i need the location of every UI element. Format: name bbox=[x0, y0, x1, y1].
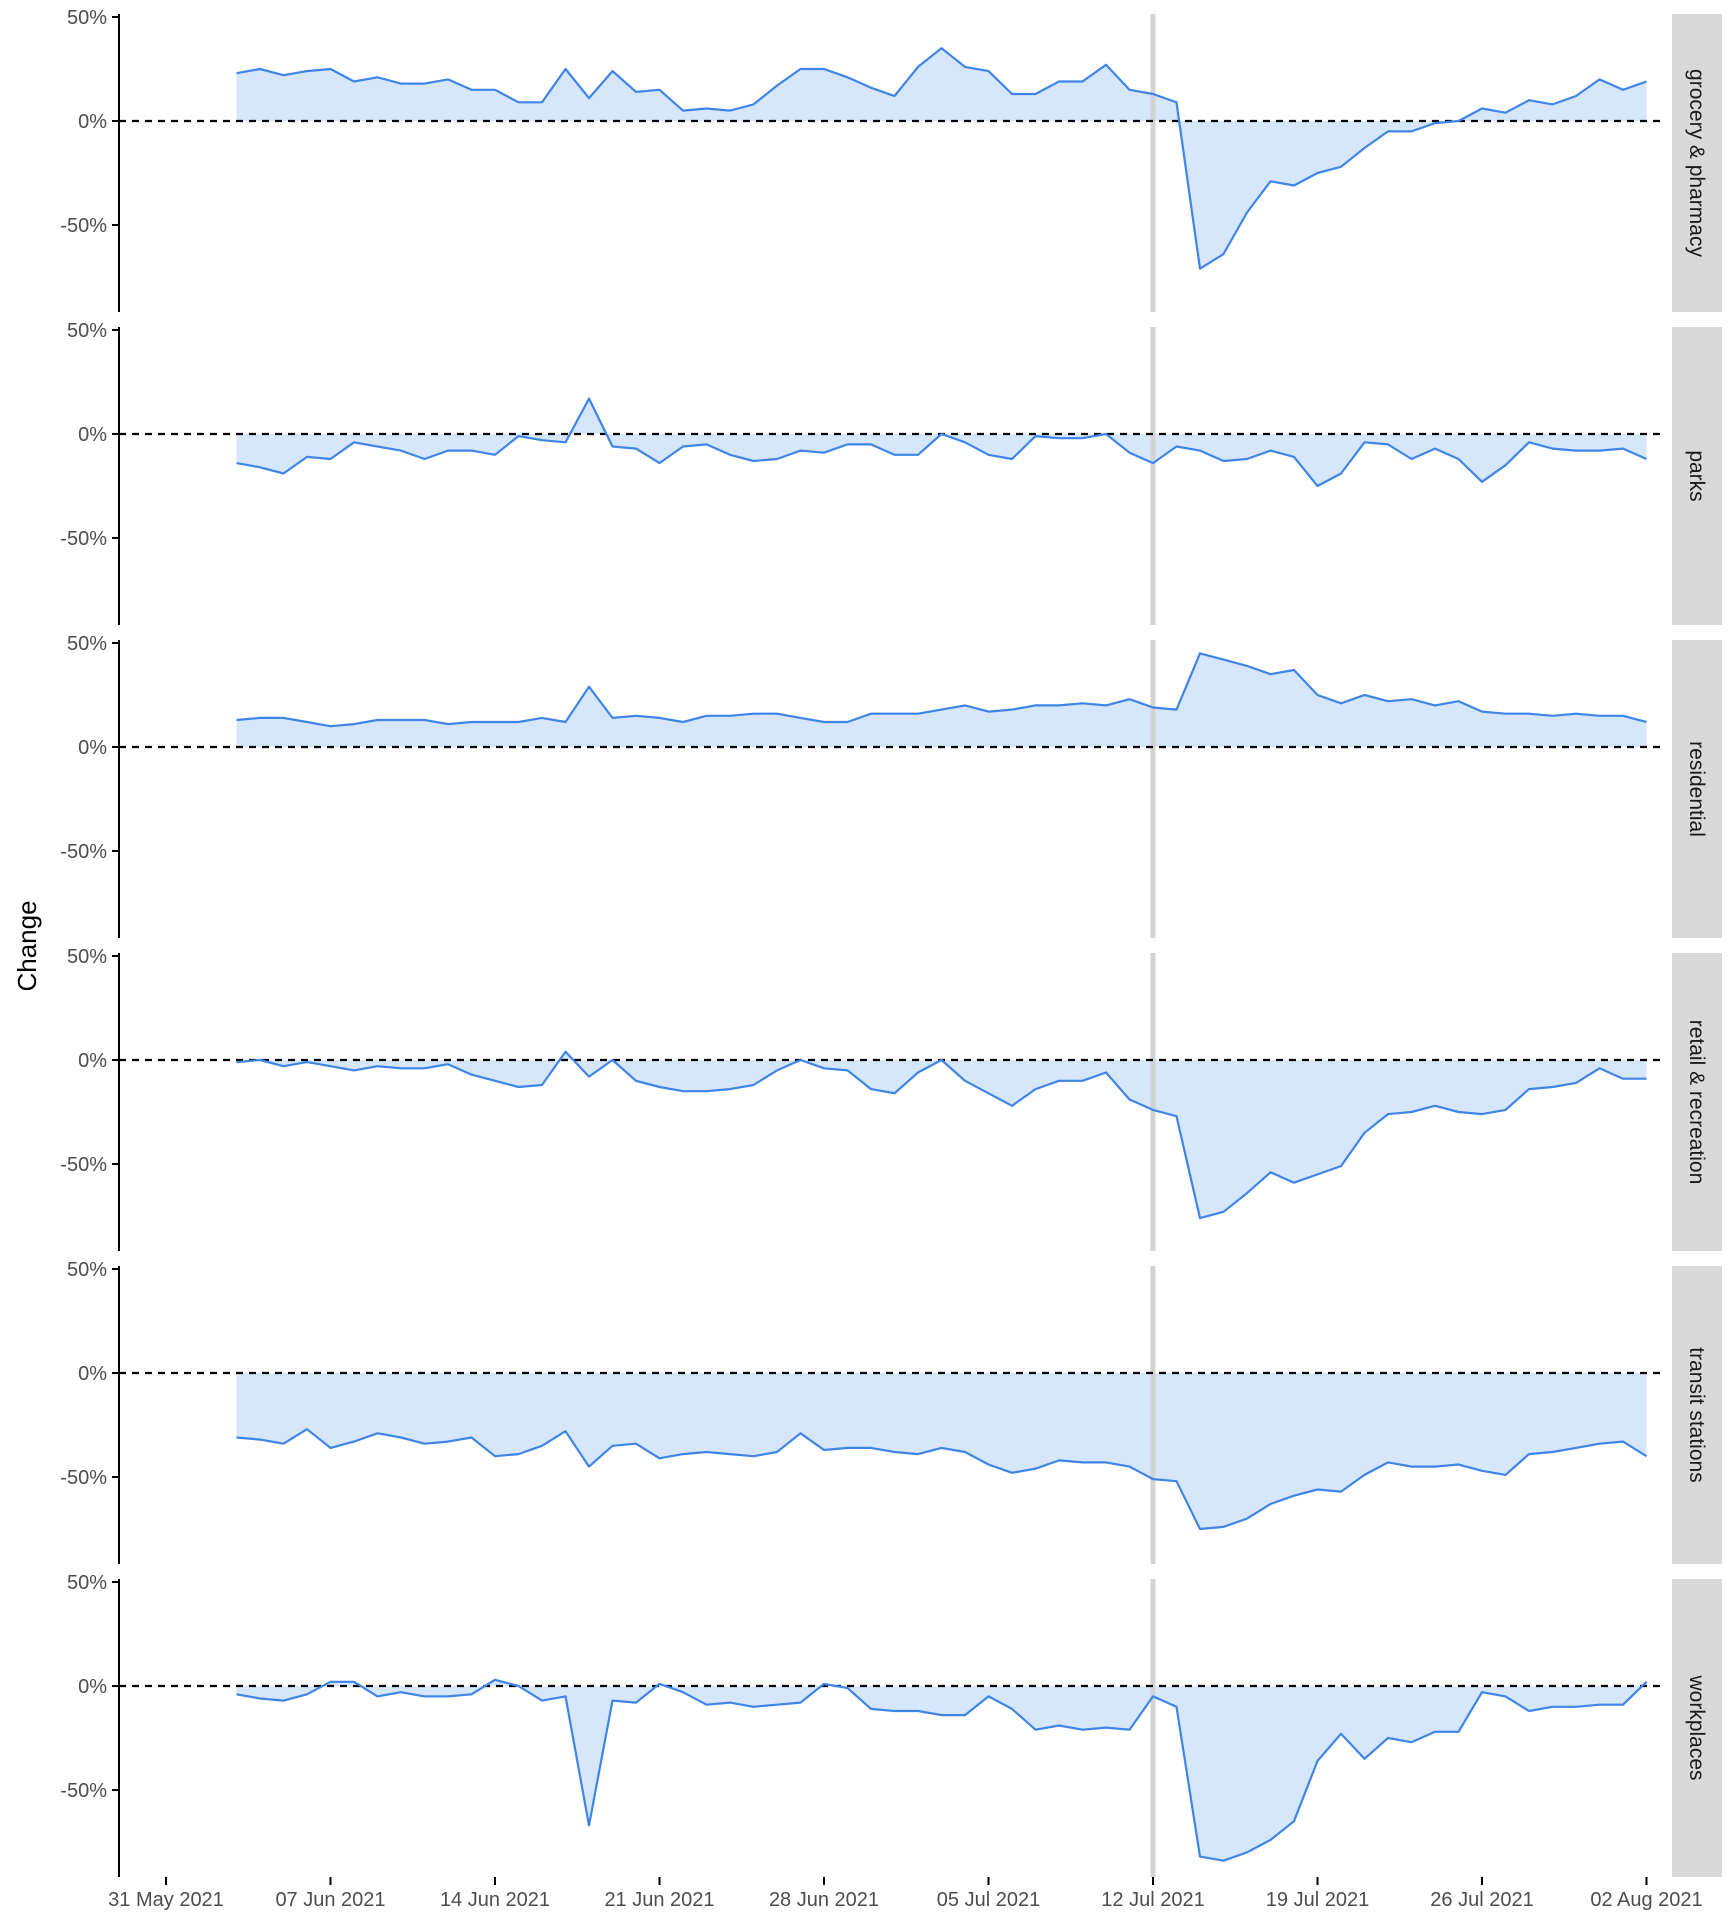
panel-residential: 50% 0% -50% residential bbox=[60, 633, 1722, 938]
y-tick-label: 50% bbox=[67, 946, 107, 968]
facet-label: workplaces bbox=[1685, 1674, 1708, 1780]
facet-strip bbox=[1672, 14, 1722, 312]
facet-label: parks bbox=[1685, 450, 1708, 501]
x-tick-label: 02 Aug 2021 bbox=[1590, 1889, 1702, 1911]
panel-retail-recreation: 50% 0% -50% retail & recreation bbox=[60, 946, 1722, 1251]
x-tick-label: 26 Jul 2021 bbox=[1430, 1889, 1533, 1911]
y-tick-label: -50% bbox=[60, 1154, 107, 1176]
facet-label: transit stations bbox=[1685, 1347, 1708, 1482]
y-tick-label: 50% bbox=[67, 7, 107, 29]
series-area bbox=[236, 653, 1647, 747]
series-area bbox=[236, 1051, 1647, 1219]
facet-label: residential bbox=[1685, 741, 1708, 837]
x-tick-label: 31 May 2021 bbox=[108, 1889, 224, 1911]
series-line bbox=[236, 652, 1647, 728]
y-tick-label: 0% bbox=[78, 424, 107, 446]
y-tick-label: 0% bbox=[78, 111, 107, 133]
y-axis-title: Change bbox=[12, 900, 42, 991]
series-area bbox=[236, 1373, 1647, 1529]
series-line bbox=[236, 1678, 1648, 1862]
series-line bbox=[236, 47, 1647, 270]
x-tick-label: 12 Jul 2021 bbox=[1101, 1889, 1204, 1911]
y-tick-label: 0% bbox=[78, 1050, 107, 1072]
series-line bbox=[236, 1050, 1647, 1220]
series-line bbox=[236, 397, 1647, 488]
facet-strip bbox=[1672, 953, 1722, 1251]
y-tick-label: 0% bbox=[78, 1676, 107, 1698]
panel-grocery-pharmacy: 50% 0% -50% grocery & pharmacy bbox=[60, 7, 1722, 312]
y-tick-label: 50% bbox=[67, 633, 107, 655]
facet-strip bbox=[1672, 1266, 1722, 1564]
y-tick-label: -50% bbox=[60, 215, 107, 237]
y-tick-label: 50% bbox=[67, 1259, 107, 1281]
series-area bbox=[236, 1679, 1647, 1861]
facet-strip bbox=[1672, 640, 1722, 938]
facet-strip bbox=[1672, 1579, 1722, 1877]
y-tick-label: -50% bbox=[60, 1467, 107, 1489]
x-tick-label: 14 Jun 2021 bbox=[440, 1889, 550, 1911]
series-area bbox=[236, 48, 1647, 269]
facet-label: grocery & pharmacy bbox=[1685, 69, 1708, 257]
y-tick-label: 0% bbox=[78, 737, 107, 759]
y-tick-label: 0% bbox=[78, 1363, 107, 1385]
facet-label: retail & recreation bbox=[1685, 1020, 1708, 1185]
y-tick-label: -50% bbox=[60, 841, 107, 863]
series-area bbox=[236, 398, 1647, 486]
y-tick-label: -50% bbox=[60, 528, 107, 550]
x-tick-label: 07 Jun 2021 bbox=[275, 1889, 385, 1911]
facet-strip bbox=[1672, 327, 1722, 625]
y-tick-label: -50% bbox=[60, 1780, 107, 1802]
x-tick-label: 05 Jul 2021 bbox=[937, 1889, 1040, 1911]
panel-transit-stations: 50% 0% -50% transit stations bbox=[60, 1259, 1722, 1564]
x-tick-label: 28 Jun 2021 bbox=[769, 1889, 879, 1911]
y-tick-label: 50% bbox=[67, 1572, 107, 1594]
panel-workplaces: 50% 0% -50% workplaces bbox=[60, 1572, 1722, 1877]
panel-parks: 50% 0% -50% parks bbox=[60, 320, 1722, 625]
y-tick-label: 50% bbox=[67, 320, 107, 342]
chart-panels: 50% 0% -50% grocery & pharmacy 50% 0% -50% park… bbox=[60, 7, 1722, 1877]
series-line bbox=[236, 1428, 1648, 1531]
x-tick-label: 19 Jul 2021 bbox=[1266, 1889, 1369, 1911]
x-tick-label: 21 Jun 2021 bbox=[604, 1889, 714, 1911]
x-axis: 31 May 2021 07 Jun 2021 14 Jun 2021 21 Jun … bbox=[108, 1877, 1703, 1911]
